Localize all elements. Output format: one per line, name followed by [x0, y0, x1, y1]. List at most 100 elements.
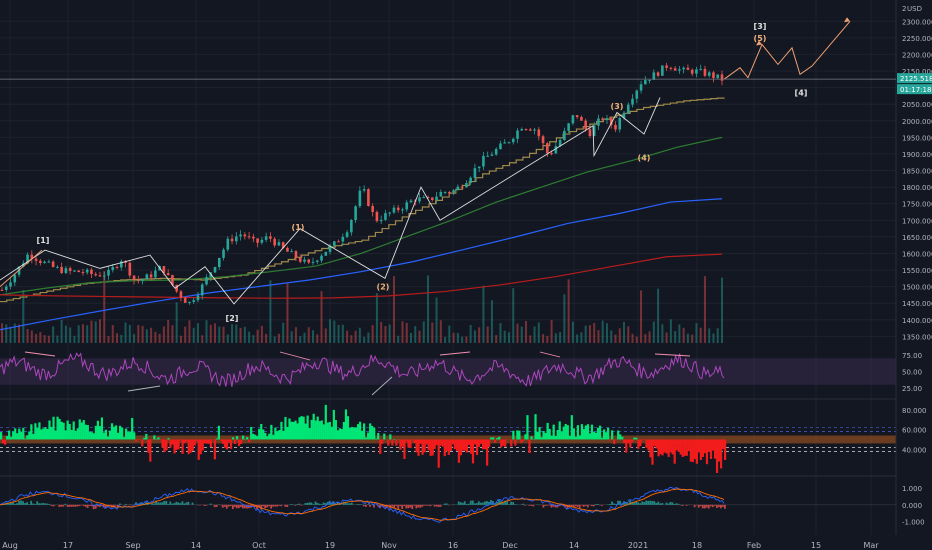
moving-average-line	[0, 136, 723, 296]
macd-histogram-bar	[221, 504, 224, 508]
volume-bar	[350, 335, 353, 343]
volume-bar	[282, 322, 285, 343]
macd-histogram-bar	[467, 503, 470, 505]
macd-histogram-bar	[312, 504, 315, 505]
macd-histogram-bar	[659, 503, 662, 505]
candle-body	[115, 266, 119, 268]
macd-histogram-bar	[316, 502, 319, 505]
oscillator-bar	[118, 425, 122, 440]
volume-bar	[635, 336, 638, 343]
oscillator-bar	[284, 416, 287, 440]
candle-body	[230, 238, 234, 242]
candle-body	[132, 275, 136, 280]
volume-bar	[516, 323, 519, 343]
candle-body	[439, 191, 443, 197]
oscillator-bar	[596, 427, 600, 440]
x-tick-label: 15	[811, 541, 821, 550]
volume-bar	[588, 325, 591, 343]
divergence-line	[371, 376, 393, 396]
macd-histogram-bar	[697, 504, 700, 508]
macd-histogram-bar	[304, 503, 307, 505]
oscillator-bar	[641, 439, 644, 441]
candle-body	[56, 266, 59, 268]
macd-tick-label: -1.000	[902, 519, 925, 527]
oscillator-bar	[369, 423, 372, 440]
macd-histogram-bar	[114, 504, 117, 506]
oscillator-bar	[312, 413, 315, 440]
volume-bar	[623, 322, 626, 343]
y-tick-label: 1750.000	[902, 201, 932, 209]
volume-bar	[644, 334, 647, 343]
macd-histogram-bar	[717, 504, 720, 508]
oscillator-bar	[237, 439, 241, 447]
oscillator-bar	[568, 435, 571, 440]
x-tick-label: 14	[191, 541, 201, 550]
oscillator-bar	[306, 415, 309, 440]
macd-histogram-bar	[397, 504, 400, 509]
macd-histogram-bar	[685, 504, 688, 506]
candle-body	[520, 129, 524, 131]
candle-body	[682, 67, 685, 70]
macd-tick-label: 0.000	[902, 502, 922, 510]
macd-histogram-bar	[336, 502, 339, 505]
macd-histogram-bar	[290, 504, 293, 505]
oscillator-bar	[556, 429, 559, 440]
oscillator-bar	[223, 439, 227, 448]
macd-histogram-bar	[423, 504, 426, 506]
candle-body	[247, 236, 251, 238]
macd-histogram-bar	[564, 504, 567, 507]
macd-histogram-bar	[709, 504, 712, 507]
oscillator-bar	[417, 439, 420, 456]
oscillator-bar	[129, 431, 132, 440]
macd-histogram-bar	[681, 504, 684, 506]
oscillator-bar	[84, 424, 87, 440]
oscillator-bar	[675, 439, 678, 451]
volume-bar	[367, 332, 370, 343]
oscillator-bar	[441, 439, 444, 447]
volume-bar	[94, 321, 97, 343]
candle-body	[77, 270, 80, 273]
macd-histogram-bar	[246, 504, 248, 509]
macd-histogram-bar	[223, 504, 226, 507]
macd-histogram-bar	[48, 503, 51, 505]
y-tick-label: 1900.000	[902, 151, 932, 159]
macd-histogram-bar	[242, 504, 244, 509]
volume-bar	[456, 333, 459, 343]
candle-body	[303, 259, 306, 262]
volume-bar	[414, 326, 417, 343]
oscillator-bar	[193, 439, 196, 446]
oscillator-bar	[52, 416, 55, 440]
macd-histogram-bar	[701, 504, 704, 509]
oscillator-bar	[607, 427, 610, 440]
wave-label: [1]	[37, 236, 50, 245]
macd-histogram-bar	[433, 504, 436, 507]
oscillator-bar	[709, 439, 713, 460]
volume-bar	[316, 334, 319, 343]
candle-body	[656, 72, 660, 76]
candle-body	[405, 202, 409, 210]
candle-body	[0, 289, 4, 291]
candle-body	[626, 104, 630, 114]
x-tick-label: 19	[325, 541, 335, 550]
macd-histogram-bar	[417, 504, 420, 508]
oscillator-bar	[209, 439, 212, 448]
oscillator-bar	[14, 428, 17, 440]
oscillator-bar	[127, 431, 130, 440]
projection-path	[723, 20, 851, 80]
macd-histogram-bar	[60, 504, 63, 507]
macd-histogram-bar	[600, 504, 603, 506]
oscillator-bar	[165, 439, 168, 451]
oscillator-bar	[260, 423, 263, 440]
macd-histogram-bar	[508, 504, 511, 505]
macd-histogram-bar	[576, 504, 579, 507]
macd-histogram-bar	[244, 504, 246, 509]
oscillator-bar	[673, 439, 676, 464]
macd-histogram-bar	[637, 502, 640, 505]
oscillator-bar	[104, 429, 108, 440]
macd-histogram-bar	[524, 504, 527, 506]
candle-body	[90, 269, 93, 275]
macd-histogram-bar	[70, 504, 73, 507]
x-tick-label: 18	[692, 541, 702, 550]
oscillator-bar	[58, 418, 61, 440]
